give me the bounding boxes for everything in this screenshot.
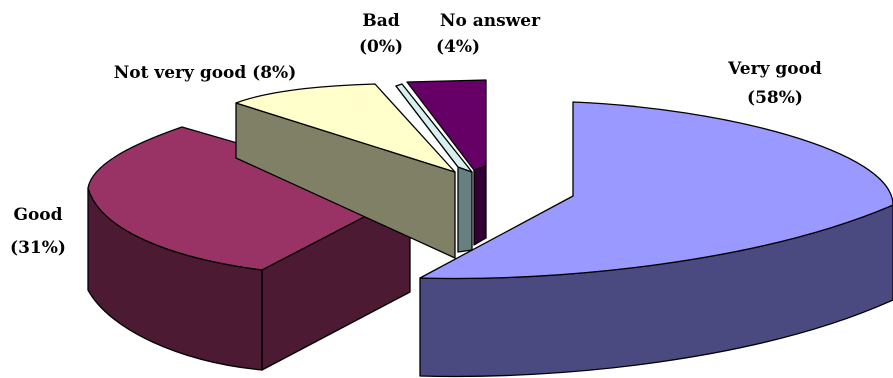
slice-bad	[395, 83, 473, 253]
slice-not-very-good-top	[235, 83, 456, 173]
slice-no-answer-side	[473, 165, 487, 246]
label-very-good: Very good	[727, 59, 822, 79]
label-bad-pct: (0%)	[359, 37, 403, 57]
label-good-pct: (31%)	[10, 238, 66, 258]
label-good: Good	[13, 205, 62, 225]
slice-good	[87, 126, 411, 371]
slice-no-answer	[406, 79, 487, 246]
slice-bad-top	[395, 83, 473, 173]
slice-very-good-top	[419, 101, 893, 280]
label-no-answer-pct: (4%)	[436, 37, 480, 57]
slice-not-very-good	[235, 83, 456, 259]
label-no-answer: No answer	[440, 11, 541, 31]
label-bad: Bad	[362, 11, 399, 31]
label-not-very-good: Not very good (8%)	[114, 63, 297, 83]
slice-no-answer-top	[406, 79, 487, 171]
slice-good-top	[87, 126, 411, 271]
slice-very-good	[419, 101, 893, 378]
label-very-good-pct: (58%)	[747, 88, 803, 108]
